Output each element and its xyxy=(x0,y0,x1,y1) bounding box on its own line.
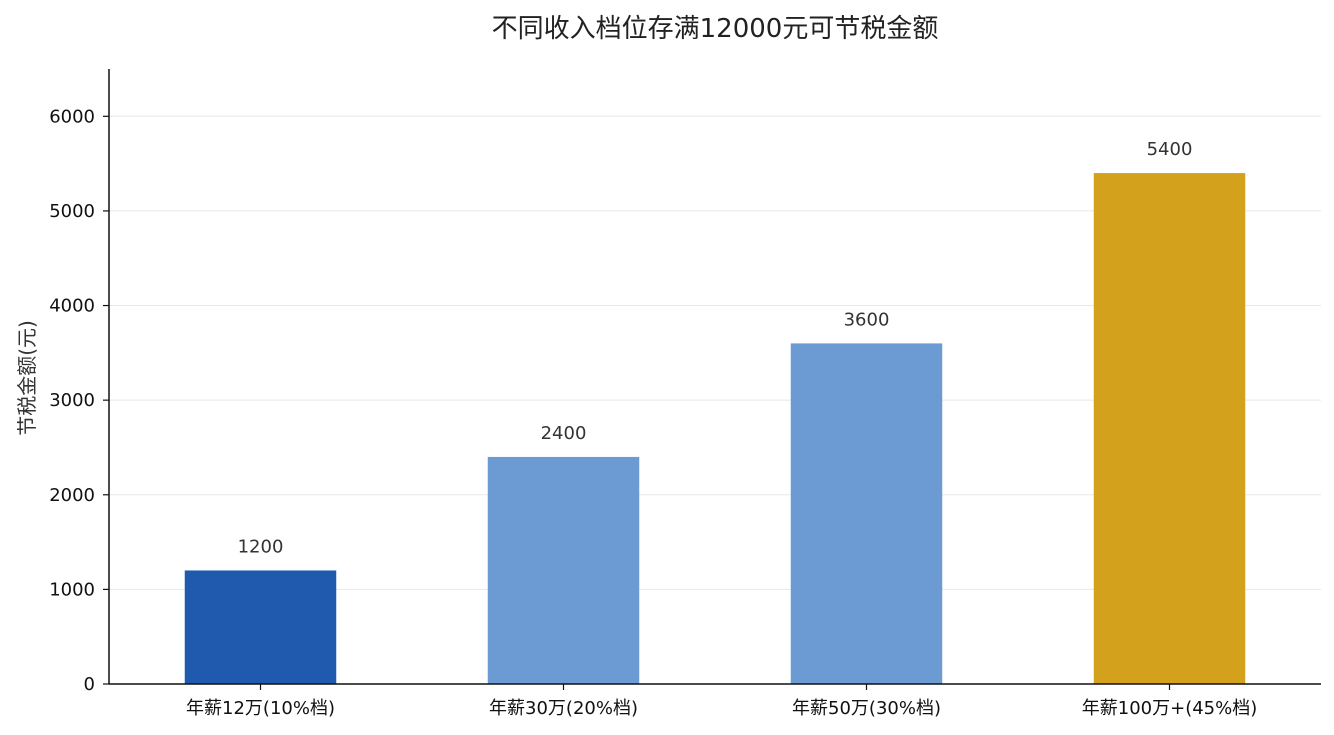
y-tick-label: 4000 xyxy=(49,296,95,317)
y-tick-label: 0 xyxy=(84,674,95,695)
x-ticks-layer: 年薪12万(10%档) 年薪30万(20%档) 年薪50万(30%档) 年薪100万+… xyxy=(186,684,1257,719)
y-tick-label: 3000 xyxy=(49,390,95,411)
x-tick-label: 年薪30万(20%档) xyxy=(489,698,638,719)
bar-4 xyxy=(1093,173,1246,685)
bar-value-label: 2400 xyxy=(541,423,587,444)
bar-value-label: 1200 xyxy=(238,536,284,557)
x-tick-label: 年薪12万(10%档) xyxy=(186,698,335,719)
y-tick-label: 1000 xyxy=(49,579,95,600)
data-labels-layer: 1200 2400 3600 5400 xyxy=(238,139,1193,557)
y-axis-label: 节税金额(元) xyxy=(15,320,39,436)
bar-3 xyxy=(790,343,943,684)
y-ticks-layer: 0 1000 2000 3000 4000 5000 6000 xyxy=(49,106,109,695)
chart-title: 不同收入档位存满12000元可节税金额 xyxy=(492,14,939,44)
bar-value-label: 5400 xyxy=(1147,139,1193,160)
bar-2 xyxy=(487,456,640,684)
x-tick-label: 年薪100万+(45%档) xyxy=(1082,698,1258,719)
x-tick-label: 年薪50万(30%档) xyxy=(792,698,941,719)
y-tick-label: 2000 xyxy=(49,485,95,506)
bar-value-label: 3600 xyxy=(844,309,890,330)
y-tick-label: 6000 xyxy=(49,106,95,127)
bars-layer xyxy=(184,173,1246,685)
bar-1 xyxy=(184,570,337,684)
y-tick-label: 5000 xyxy=(49,201,95,222)
